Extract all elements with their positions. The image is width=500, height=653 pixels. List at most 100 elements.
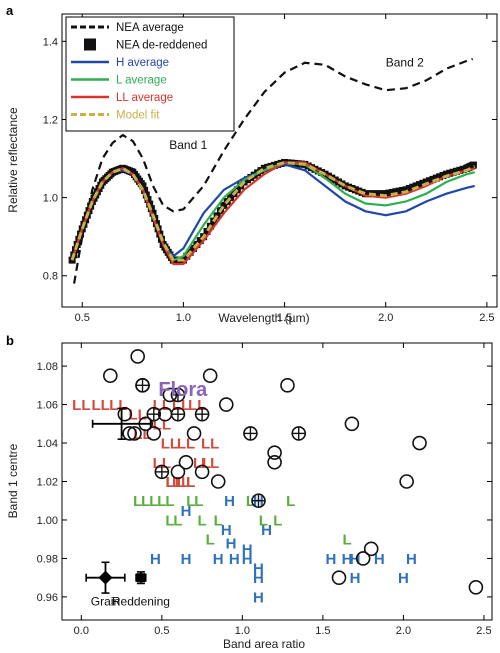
legend-swatch-nea-de-reddened (84, 38, 96, 51)
point-nea-crossed (154, 464, 170, 480)
point-ll: LL (129, 407, 147, 424)
plot-b-xtick-label: 0.5 (154, 625, 169, 637)
legend-label-model-fit: Model fit (116, 110, 160, 122)
point-h: H (181, 551, 192, 568)
point-nea-crossed (243, 426, 258, 441)
error-bar-label-reddening: Reddening (112, 595, 170, 609)
series-nea-de-reddened-marker (196, 237, 204, 245)
series-nea-de-reddened-marker (139, 182, 147, 190)
point-l: L (133, 493, 142, 510)
plot-a-xtick-label: 2.0 (378, 312, 393, 324)
plot-a-ytick-label: 1.4 (43, 36, 58, 48)
plot-b-axes (61, 342, 493, 621)
plot-a-series (68, 57, 477, 284)
plot-a-ticks: 0.5 1.0 1.5 2.0 2.5 0.8 1.0 1.2 1.4 (43, 14, 497, 324)
point-l: L (186, 493, 195, 510)
point-nea (363, 541, 379, 557)
point-h: H (350, 570, 361, 587)
point-nea (186, 426, 202, 441)
point-l: L (186, 474, 195, 491)
plot-b-xtick-label: 1.0 (235, 625, 250, 637)
plot-b-ytick-label: 1.02 (37, 477, 58, 489)
plot-a-xtick-label: 0.5 (75, 312, 90, 324)
series-nea-de-reddened-marker (469, 161, 477, 169)
point-ll: LL (201, 455, 219, 472)
error-bar-label-grain: Grain (91, 595, 120, 609)
point-h: H (374, 551, 385, 568)
point-h: H (150, 551, 161, 568)
point-ll: LL (177, 474, 195, 491)
point-l: L (141, 493, 150, 510)
point-l: L (157, 493, 166, 510)
point-ll: LL (153, 416, 171, 433)
point-nea-crossed (194, 406, 210, 422)
point-nea (344, 416, 360, 432)
plot-a-annotations: Band 1 Band 2 (169, 56, 424, 152)
panel-label-a: a (6, 3, 14, 18)
plot-b-ylabel: Band 1 centre (6, 443, 20, 518)
point-ll: LL (109, 397, 127, 414)
plot-b-ytick-label: 1.00 (37, 515, 58, 527)
point-ll: LL (201, 436, 219, 453)
point-l: L (286, 493, 295, 510)
plot-b-xtick-label: 2.0 (396, 625, 411, 637)
series-h-average-line (71, 163, 475, 261)
point-l: L (149, 493, 158, 510)
series-nea-de-reddened (68, 158, 477, 264)
annotation-band-1: Band 1 (169, 138, 207, 152)
plot-a-xtick-label: 2.5 (479, 312, 494, 324)
point-h: H (342, 551, 353, 568)
point-nea (127, 426, 142, 441)
point-ll: LL (161, 436, 179, 453)
legend-label-nea-de-reddened: NEA de-reddened (116, 40, 207, 52)
point-nea-crossed (135, 378, 150, 393)
point-nea-crossed (170, 406, 186, 422)
legend-label-ll-average: LL average (116, 92, 173, 104)
point-h: H (242, 541, 253, 558)
legend-label-h-average: H average (116, 57, 169, 69)
plot-a-ylabel: Relative reflectance (6, 107, 20, 213)
point-nea-crossed (146, 406, 162, 422)
point-h: H (350, 551, 361, 568)
plot-a-ytick-label: 0.8 (43, 271, 58, 283)
point-h: H (253, 570, 264, 587)
point-l: L (342, 532, 351, 549)
series-nea-de-reddened-marker (68, 256, 76, 264)
error-bar-grain: Grain (85, 561, 126, 609)
point-l: L (165, 512, 174, 529)
point-h: H (406, 551, 417, 568)
point-nea (468, 579, 484, 595)
point-nea (194, 464, 210, 480)
plot-b-xtick-label: 0.0 (74, 625, 89, 637)
plot-b-ticks: 0.0 0.5 1.0 1.5 2.0 2.5 0.96 0.98 1.00 1.02 1.04 1.… (37, 343, 492, 637)
plot-b-xtick-label: 2.5 (476, 625, 491, 637)
point-h: H (253, 589, 264, 606)
point-nea (280, 378, 295, 393)
plot-b-ytick-label: 0.96 (37, 592, 58, 604)
plot-a-axes (61, 13, 498, 308)
series-nea-de-reddened-marker (141, 186, 149, 194)
point-l: L (206, 532, 215, 549)
point-nea (103, 368, 118, 384)
point-h: H (242, 551, 253, 568)
plot-b-ytick-label: 0.98 (37, 553, 58, 565)
plot-b-xtick-label: 1.5 (315, 625, 330, 637)
plot-a-ytick-label: 1.2 (43, 114, 58, 126)
point-nea (218, 397, 234, 412)
point-l: L (194, 493, 203, 510)
point-l: L (246, 493, 255, 510)
plot-a-xtick-label: 1.5 (277, 312, 292, 324)
legend-label-nea-average: NEA average (116, 22, 184, 34)
point-h: H (224, 493, 235, 510)
point-nea (267, 454, 282, 470)
plot-a-ytick-label: 1.0 (43, 193, 58, 205)
point-h: H (226, 536, 237, 553)
point-l: L (273, 512, 282, 529)
annotation-band-2: Band 2 (386, 56, 424, 70)
point-h: H (261, 522, 272, 539)
point-h: H (326, 551, 337, 568)
point-nea (331, 570, 347, 585)
point-ll: LL (91, 397, 109, 414)
